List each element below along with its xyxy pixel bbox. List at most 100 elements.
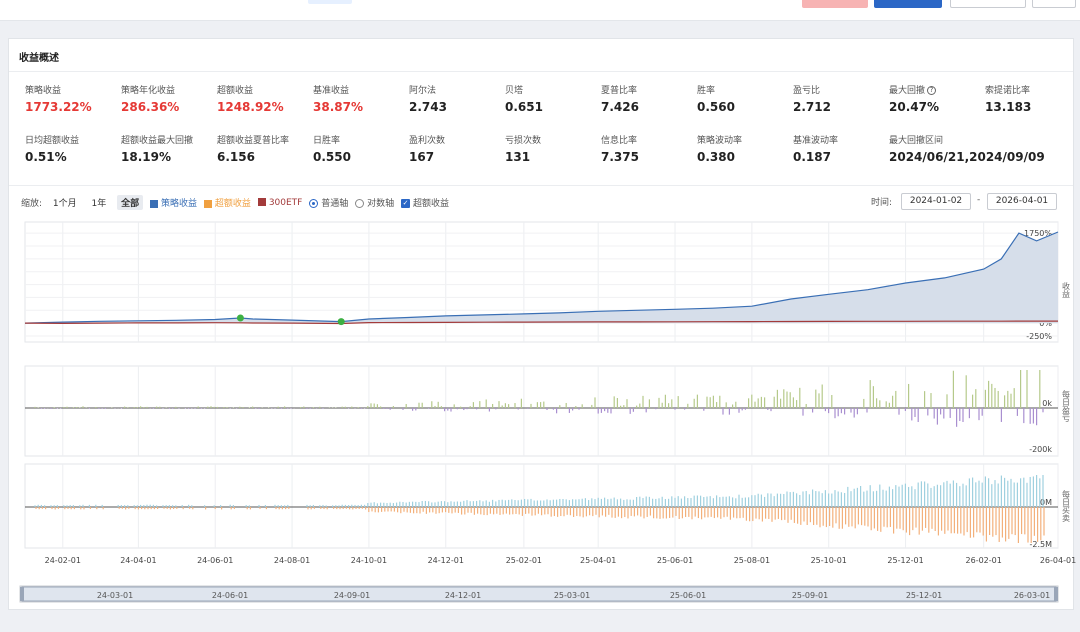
x-tick-label: 24-06-01 — [197, 556, 233, 565]
navigator-handle-left — [20, 587, 24, 601]
checkbox-label: 超额收益 — [413, 199, 450, 209]
navigator-selection — [21, 586, 1057, 602]
metric-2-1: 超额收益最大回撤 18.19% — [121, 133, 221, 164]
zoom-1m-button[interactable]: 1个月 — [52, 199, 77, 209]
x-tick-label: 24-10-01 — [351, 556, 387, 565]
legend-excess[interactable]: 超额收益 — [203, 196, 251, 209]
zoom-1y-button[interactable]: 1年 — [91, 199, 107, 209]
start-date-input[interactable]: 2024-01-02 — [901, 193, 971, 210]
navigator-tick-label: 25-12-01 — [906, 591, 942, 600]
y-tick-label: 1750% — [1024, 229, 1052, 238]
metric-label: 日均超额收益 — [25, 136, 80, 146]
navigator-tick-label: 25-06-01 — [670, 591, 706, 600]
metric-value: 2.712 — [793, 100, 831, 114]
metric-2-5: 亏损次数 131 — [505, 133, 605, 164]
metric-label: 胜率 — [697, 86, 716, 96]
legend-label: 300ETF — [268, 197, 303, 208]
axis-log-radio[interactable]: 对数轴 — [355, 196, 394, 209]
toolbar-button-more[interactable] — [1032, 0, 1076, 8]
metric-label: 夏普比率 — [601, 86, 638, 96]
metric-1-2: 超额收益 1248.92% — [217, 83, 317, 114]
metric-label: 亏损次数 — [505, 136, 542, 146]
y-tick-label: 0k — [1042, 399, 1052, 408]
navigator-handle-right — [1054, 587, 1058, 601]
x-tick-label: 24-04-01 — [120, 556, 156, 565]
metric-2-6: 信息比率 7.375 — [601, 133, 701, 164]
navigator-tick-label: 24-12-01 — [445, 591, 481, 600]
metric-label: 盈利次数 — [409, 136, 446, 146]
series-line-strategy — [24, 231, 1059, 324]
status-pill — [308, 0, 352, 4]
help-icon[interactable]: ? — [927, 86, 937, 95]
metric-value: 2024/06/21,2024/09/09 — [889, 150, 1045, 164]
panel-title: 收益概述 — [19, 53, 59, 64]
x-tick-label: 24-08-01 — [274, 556, 310, 565]
radio-label: 普通轴 — [321, 199, 349, 209]
metric-1-10: 索提诺比率 13.183 — [985, 83, 1080, 114]
metric-value: 18.19% — [121, 150, 171, 164]
date-separator: - — [977, 195, 981, 205]
strategy-area — [25, 232, 1058, 324]
x-tick-label: 25-10-01 — [811, 556, 847, 565]
x-tick-label: 24-12-01 — [428, 556, 464, 565]
metric-1-8: 盈亏比 2.712 — [793, 83, 893, 114]
chart-frame-0 — [24, 221, 1059, 343]
metric-value: 13.183 — [985, 100, 1032, 114]
y-tick-label: -200k — [1029, 445, 1052, 454]
metric-label: 盈亏比 — [793, 86, 821, 96]
zoom-all-button[interactable]: 全部 — [117, 195, 144, 210]
end-date-input[interactable]: 2026-04-01 — [987, 193, 1057, 210]
metric-label: 信息比率 — [601, 136, 638, 146]
metric-value: 167 — [409, 150, 435, 164]
navigator-tick-label: 25-03-01 — [554, 591, 590, 600]
x-tick-label: 26-02-01 — [966, 556, 1002, 565]
metric-2-2: 超额收益夏普比率 6.156 — [217, 133, 317, 164]
metric-label: 最大回撤区间 — [889, 136, 944, 146]
metric-value: 38.87% — [313, 100, 363, 114]
y-tick-label: -250% — [1026, 332, 1052, 341]
metric-2-3: 日胜率 0.550 — [313, 133, 413, 164]
metric-value: 0.51% — [25, 150, 67, 164]
top-toolbar — [0, 0, 1080, 21]
metric-1-5: 贝塔 0.651 — [505, 83, 605, 114]
metric-2-0: 日均超额收益 0.51% — [25, 133, 125, 164]
navigator-tick-label: 24-03-01 — [97, 591, 133, 600]
legend-strategy[interactable]: 策略收益 — [150, 196, 197, 209]
metric-2-8: 基准波动率 0.187 — [793, 133, 893, 164]
metric-value: 6.156 — [217, 150, 255, 164]
zoom-label: 缩放: — [21, 199, 43, 209]
metric-value: 0.651 — [505, 100, 543, 114]
metric-value: 0.560 — [697, 100, 735, 114]
axis-normal-radio[interactable]: 普通轴 — [309, 196, 348, 209]
metric-value: 7.426 — [601, 100, 639, 114]
toolbar-button-red[interactable] — [802, 0, 868, 8]
metric-value: 286.36% — [121, 100, 180, 114]
chart-toolbar: 缩放: 1个月 1年 全部 策略收益 超额收益 300ETF 普通轴 对数轴 ✓… — [21, 195, 453, 211]
metric-value: 0.550 — [313, 150, 351, 164]
radio-off-icon — [355, 199, 365, 208]
time-label: 时间: — [871, 198, 893, 208]
x-tick-label: 25-06-01 — [657, 556, 693, 565]
metric-label: 基准收益 — [313, 86, 350, 96]
divider — [9, 185, 1073, 186]
legend-swatch-icon — [257, 198, 266, 206]
y-tick-label: -2.5M — [1029, 540, 1052, 549]
y-axis-label: 收益 — [1062, 281, 1071, 298]
x-tick-label: 25-12-01 — [887, 556, 923, 565]
divider — [9, 71, 1073, 72]
chart-frame-1 — [24, 365, 1059, 457]
metric-label: 策略波动率 — [697, 136, 743, 146]
metric-label: 日胜率 — [313, 136, 341, 146]
toolbar-button-primary[interactable] — [874, 0, 942, 8]
y-axis-label: 每日买卖 — [1062, 489, 1071, 523]
y-axis-label: 每日盈亏 — [1062, 389, 1071, 423]
excess-checkbox[interactable]: ✓ 超额收益 — [401, 196, 449, 209]
metric-1-0: 策略收益 1773.22% — [25, 83, 125, 114]
series-line-benchmark — [24, 320, 1058, 325]
legend-benchmark[interactable]: 300ETF — [257, 197, 303, 208]
metric-value: 131 — [505, 150, 531, 164]
metric-1-4: 阿尔法 2.743 — [409, 83, 509, 114]
x-tick-label: 25-08-01 — [734, 556, 770, 565]
metric-label: 索提诺比率 — [985, 86, 1031, 96]
toolbar-button-secondary[interactable] — [950, 0, 1026, 8]
